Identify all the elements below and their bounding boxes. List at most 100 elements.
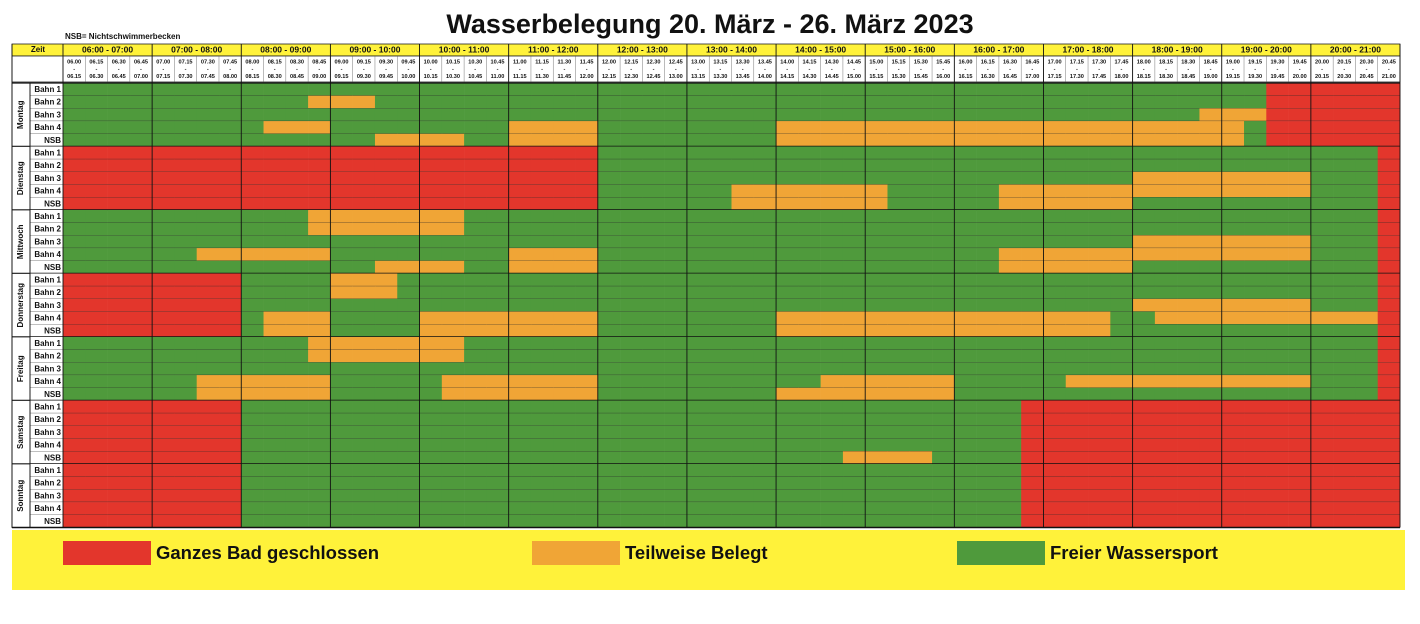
slot-cell bbox=[129, 387, 153, 401]
lane-label: Bahn 2 bbox=[34, 415, 61, 424]
slot-cell bbox=[174, 108, 197, 122]
slot-cell bbox=[620, 337, 643, 350]
slot-cell bbox=[152, 121, 175, 134]
lane-label: Bahn 3 bbox=[34, 110, 61, 119]
slot-cell bbox=[352, 133, 376, 147]
slot-cell bbox=[508, 83, 532, 96]
slot-cell bbox=[63, 171, 86, 185]
slot-cell bbox=[218, 222, 242, 236]
slot-cell bbox=[798, 83, 821, 96]
slot-cell bbox=[63, 451, 86, 464]
slot-cell bbox=[1310, 464, 1334, 477]
slot-cell bbox=[486, 83, 509, 96]
slot-cell bbox=[553, 476, 576, 490]
slot-cell bbox=[909, 133, 933, 147]
slot-cell bbox=[709, 489, 732, 503]
slot-cell bbox=[129, 438, 153, 452]
slot-cell bbox=[196, 121, 220, 134]
slot-cell bbox=[998, 298, 1022, 312]
slot-cell bbox=[820, 337, 844, 350]
slot-cell bbox=[263, 184, 287, 198]
slot-cell bbox=[1021, 286, 1044, 299]
slot-cell bbox=[352, 502, 376, 515]
slot-cell bbox=[1177, 171, 1200, 185]
slot-cell bbox=[1043, 108, 1067, 122]
slot-cell bbox=[1132, 375, 1156, 388]
slot-cell bbox=[218, 337, 242, 350]
slot-cell bbox=[1088, 95, 1111, 109]
slot-cell bbox=[263, 362, 287, 376]
slot-cell bbox=[865, 438, 888, 452]
slot-cell bbox=[1377, 286, 1401, 299]
slot-cell bbox=[330, 286, 353, 299]
slot-cell bbox=[597, 222, 621, 236]
slot-cell bbox=[1043, 146, 1067, 160]
slot-cell bbox=[1377, 387, 1401, 401]
slot-start: 16.45 bbox=[1025, 59, 1039, 65]
lane-label: NSB bbox=[44, 390, 61, 399]
lane-label: Bahn 2 bbox=[34, 288, 61, 297]
slot-cell bbox=[285, 273, 309, 287]
slot-cell bbox=[63, 133, 86, 147]
slot-cell bbox=[1088, 337, 1111, 350]
slot-cell bbox=[553, 311, 576, 325]
slot-cell bbox=[174, 171, 197, 185]
slot-cell bbox=[1377, 311, 1401, 325]
slot-cell bbox=[1110, 502, 1133, 515]
slot-separator: - bbox=[385, 66, 387, 72]
slot-cell bbox=[152, 184, 175, 198]
slot-cell bbox=[285, 235, 309, 249]
slot-cell bbox=[1266, 425, 1289, 439]
slot-cell bbox=[1021, 248, 1044, 261]
slot-cell bbox=[1310, 324, 1334, 337]
slot-cell bbox=[1043, 349, 1067, 363]
slot-cell bbox=[1110, 476, 1133, 490]
slot-end: 14.15 bbox=[780, 74, 794, 80]
legend-label: Ganzes Bad geschlossen bbox=[156, 542, 379, 563]
slot-cell bbox=[1088, 514, 1111, 528]
slot-cell bbox=[1132, 298, 1156, 312]
slot-cell bbox=[1088, 260, 1111, 274]
slot-cell bbox=[530, 438, 554, 452]
slot-cell bbox=[107, 83, 131, 96]
slot-cell bbox=[1377, 83, 1401, 96]
slot-cell bbox=[1266, 121, 1289, 134]
slot-cell bbox=[709, 210, 732, 223]
slot-cell bbox=[909, 171, 933, 185]
slot-cell bbox=[419, 400, 443, 414]
slot-cell bbox=[932, 83, 955, 96]
slot-cell bbox=[129, 502, 153, 515]
slot-cell bbox=[932, 489, 955, 503]
slot-cell bbox=[887, 375, 911, 388]
slot-cell bbox=[709, 197, 732, 210]
slot-cell bbox=[174, 159, 197, 172]
slot-cell bbox=[620, 349, 643, 363]
slot-separator: - bbox=[586, 66, 588, 72]
slot-cell bbox=[998, 171, 1022, 185]
slot-cell bbox=[1266, 489, 1289, 503]
slot-cell bbox=[419, 425, 443, 439]
slot-cell bbox=[129, 83, 153, 96]
slot-cell bbox=[865, 400, 888, 414]
slot-cell bbox=[1043, 273, 1067, 287]
slot-cell bbox=[1065, 362, 1089, 376]
slot-cell bbox=[107, 146, 131, 160]
slot-cell bbox=[486, 311, 509, 325]
slot-cell bbox=[308, 311, 331, 325]
slot-cell bbox=[1199, 375, 1223, 388]
slot-cell bbox=[129, 514, 153, 528]
slot-cell bbox=[1110, 260, 1133, 274]
slot-end: 19.15 bbox=[1226, 74, 1240, 80]
slot-cell bbox=[1132, 248, 1156, 261]
slot-cell bbox=[753, 298, 777, 312]
slot-cell bbox=[441, 133, 465, 147]
slot-cell bbox=[597, 349, 621, 363]
slot-cell bbox=[174, 489, 197, 503]
slot-cell bbox=[909, 83, 933, 96]
slot-cell bbox=[530, 95, 554, 109]
slot-cell bbox=[642, 387, 665, 401]
slot-cell bbox=[196, 184, 220, 198]
slot-cell bbox=[285, 159, 309, 172]
slot-cell bbox=[1132, 502, 1156, 515]
slot-cell bbox=[1333, 121, 1356, 134]
